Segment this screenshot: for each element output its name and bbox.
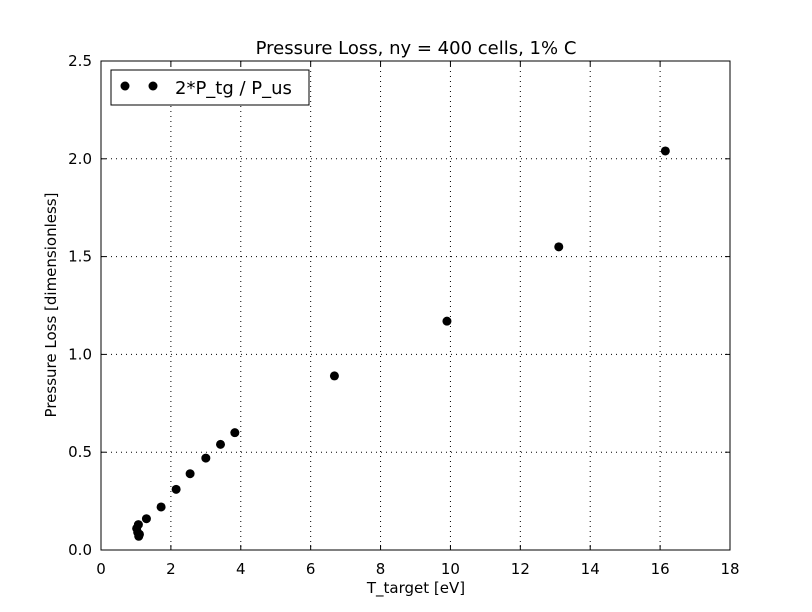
- x-axis-ticks: 0 2 4 6 8 10 12 14 16 18: [96, 61, 740, 578]
- legend-marker-left: [120, 81, 130, 91]
- y-axis-label: Pressure Loss [dimensionless]: [42, 193, 60, 418]
- x-tick-label: 12: [511, 560, 530, 578]
- data-point: [329, 371, 339, 381]
- y-tick-label: 1.0: [68, 345, 92, 363]
- data-point: [554, 242, 564, 252]
- data-point: [133, 520, 143, 530]
- x-tick-label: 14: [581, 560, 600, 578]
- data-point: [216, 439, 226, 449]
- data-point: [442, 316, 452, 326]
- data-point: [156, 502, 166, 512]
- x-tick-label: 0: [96, 560, 106, 578]
- data-point: [171, 484, 181, 494]
- legend-marker-right: [148, 81, 158, 91]
- y-tick-label: 1.5: [68, 248, 92, 266]
- y-tick-label: 2.5: [68, 52, 92, 70]
- legend: 2*P_tg / P_us: [110, 69, 310, 106]
- data-point: [201, 453, 211, 463]
- x-tick-label: 16: [651, 560, 670, 578]
- data-point: [185, 469, 195, 479]
- legend-box: [110, 69, 310, 106]
- x-tick-label: 6: [306, 560, 316, 578]
- x-axis-label: T_target [eV]: [366, 579, 465, 598]
- y-tick-label: 0.5: [68, 443, 92, 461]
- x-tick-label: 18: [720, 560, 739, 578]
- data-point: [141, 514, 151, 524]
- data-points: [132, 146, 670, 541]
- x-tick-label: 8: [376, 560, 386, 578]
- plot-frame: [100, 60, 731, 551]
- x-tick-label: 2: [166, 560, 176, 578]
- y-tick-label: 2.0: [68, 150, 92, 168]
- y-tick-label: 0.0: [68, 541, 92, 559]
- data-point: [134, 529, 144, 539]
- legend-label: 2*P_tg / P_us: [175, 78, 292, 99]
- chart-title: Pressure Loss, ny = 400 cells, 1% C: [256, 38, 577, 59]
- y-axis-ticks: 0.0 0.5 1.0 1.5 2.0 2.5: [68, 52, 730, 559]
- data-point: [660, 146, 670, 156]
- x-tick-label: 4: [236, 560, 246, 578]
- data-point: [230, 428, 240, 438]
- x-tick-label: 10: [441, 560, 460, 578]
